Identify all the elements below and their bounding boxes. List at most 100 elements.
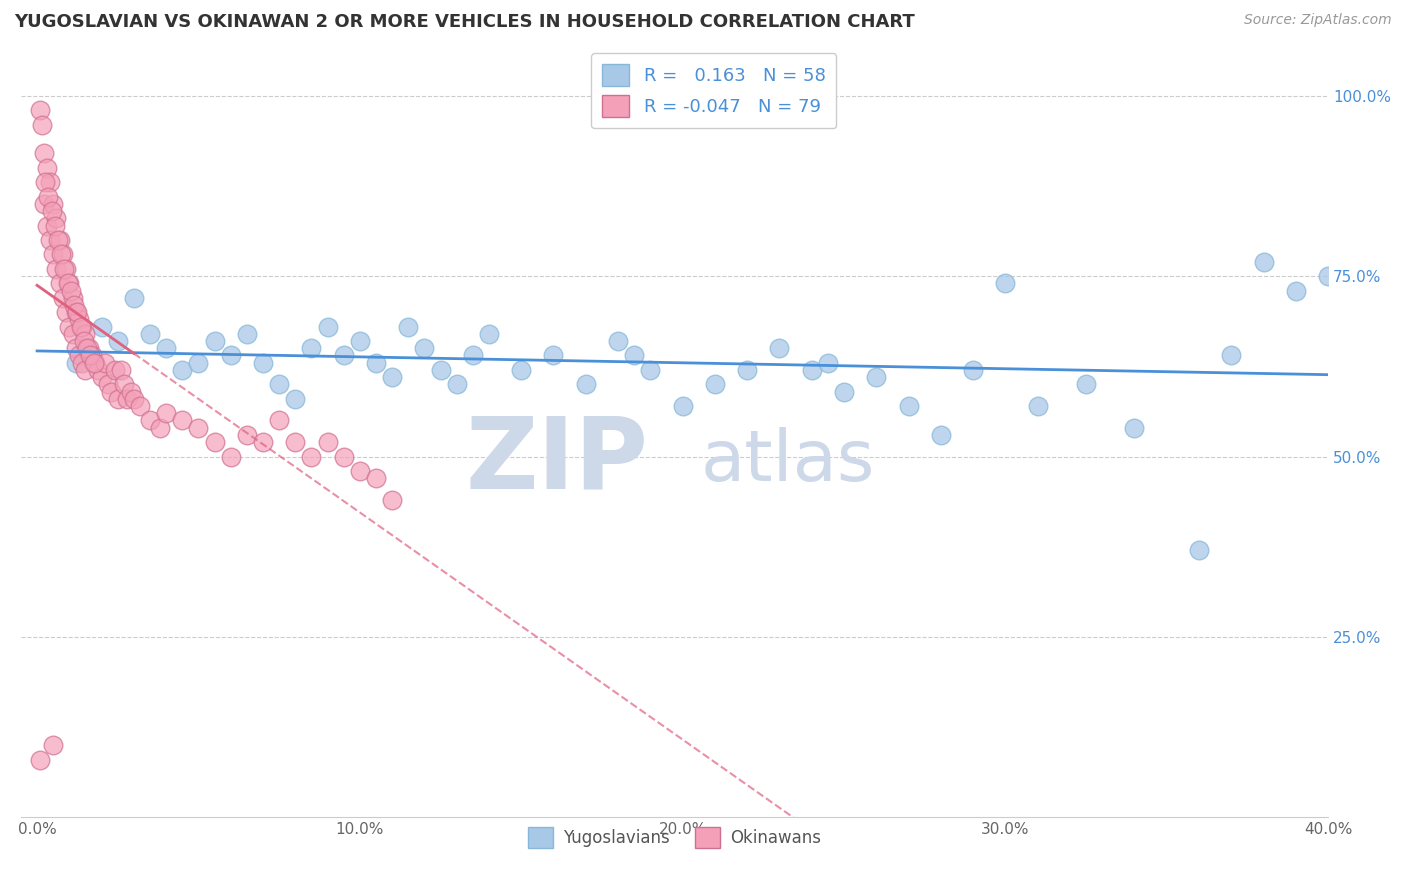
Point (204, 334, 226, 348)
Point (32, 197, 55, 211)
Point (299, 450, 322, 464)
Point (55, 305, 77, 319)
Point (55, 261, 77, 276)
Point (107, 392, 129, 406)
Point (34, 175, 56, 189)
Point (37, 190, 59, 204)
Text: Source: ZipAtlas.com: Source: ZipAtlas.com (1244, 13, 1392, 28)
Point (252, 435, 274, 450)
Point (172, 413, 194, 427)
Text: atlas: atlas (700, 426, 875, 496)
Point (994, 277, 1017, 291)
Point (204, 435, 226, 450)
Point (103, 363, 125, 377)
Point (269, 413, 291, 427)
Point (58, 319, 80, 334)
Point (349, 334, 371, 348)
Point (364, 356, 387, 370)
Point (65, 341, 87, 355)
Point (110, 363, 132, 377)
Point (32, 146, 55, 161)
Point (112, 377, 135, 392)
Text: YUGOSLAVIAN VS OKINAWAN 2 OR MORE VEHICLES IN HOUSEHOLD CORRELATION CHART: YUGOSLAVIAN VS OKINAWAN 2 OR MORE VEHICL… (14, 13, 915, 31)
Point (832, 384, 855, 399)
Point (1074, 377, 1097, 392)
Point (100, 384, 122, 399)
Point (575, 377, 598, 392)
Point (219, 349, 242, 363)
Point (1220, 349, 1243, 363)
Point (236, 326, 259, 341)
Point (1317, 269, 1340, 284)
Point (65, 305, 87, 319)
Point (48, 233, 70, 247)
Point (1285, 284, 1308, 298)
Point (139, 326, 162, 341)
Point (129, 399, 152, 413)
Point (70, 319, 93, 334)
Point (446, 377, 468, 392)
Point (236, 428, 259, 442)
Point (66, 305, 89, 319)
Point (35, 161, 58, 175)
Point (77, 341, 100, 355)
Point (929, 428, 952, 442)
Point (67, 312, 90, 326)
Point (62, 291, 84, 305)
Point (42, 197, 65, 211)
Point (90, 319, 112, 334)
Point (865, 370, 887, 384)
Point (703, 377, 725, 392)
Point (269, 377, 291, 392)
Point (284, 392, 307, 406)
Point (252, 356, 274, 370)
Point (59, 284, 82, 298)
Point (364, 471, 387, 485)
Point (46, 233, 69, 247)
Point (671, 399, 693, 413)
Point (478, 326, 501, 341)
Point (52, 247, 75, 261)
Point (42, 738, 65, 752)
Point (735, 363, 758, 377)
Point (139, 413, 162, 427)
Point (332, 450, 354, 464)
Point (97, 377, 120, 392)
Point (73, 334, 96, 348)
Point (172, 363, 194, 377)
Legend: Yugoslavians, Okinawans: Yugoslavians, Okinawans (522, 821, 828, 855)
Point (149, 420, 172, 434)
Point (67, 349, 90, 363)
Point (122, 291, 145, 305)
Point (94, 356, 117, 370)
Point (962, 363, 984, 377)
Point (107, 334, 129, 348)
Point (75, 341, 97, 355)
Point (219, 450, 242, 464)
Point (897, 399, 920, 413)
Point (1026, 399, 1049, 413)
Point (117, 392, 139, 406)
Point (623, 349, 645, 363)
Point (461, 349, 484, 363)
Point (640, 363, 662, 377)
Point (381, 492, 404, 507)
Point (35, 219, 58, 233)
Point (65, 356, 87, 370)
Text: ZIP: ZIP (465, 413, 648, 509)
Point (62, 326, 84, 341)
Point (187, 420, 209, 434)
Point (52, 291, 75, 305)
Point (30, 753, 52, 767)
Point (45, 211, 67, 226)
Point (48, 277, 70, 291)
Point (284, 435, 307, 450)
Point (817, 356, 839, 370)
Point (349, 464, 371, 478)
Point (39, 175, 62, 189)
Point (155, 406, 177, 420)
Point (90, 370, 112, 384)
Point (70, 356, 93, 370)
Point (800, 363, 823, 377)
Point (44, 219, 66, 233)
